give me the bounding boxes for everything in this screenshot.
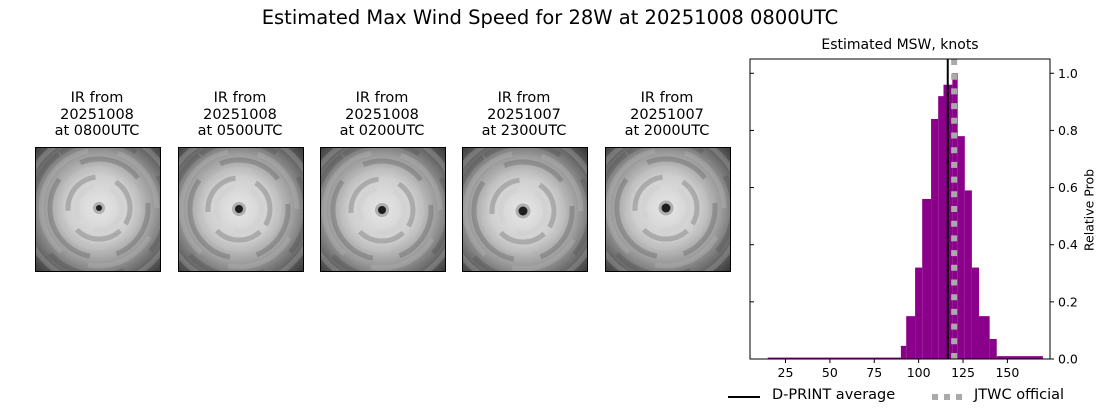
x-tick-label: 125 xyxy=(951,365,975,380)
x-tick-label: 75 xyxy=(866,365,882,380)
histogram-bar xyxy=(978,316,990,359)
ir-title-text: IR from 20251007 at 2300UTC xyxy=(481,90,567,139)
dotted-line-icon xyxy=(932,394,964,400)
histogram-bar xyxy=(931,119,939,359)
ir-panel-title: IR from 20251008 at 0200UTC xyxy=(312,90,452,140)
y-tick-label: 0.6 xyxy=(1058,180,1078,195)
histogram-bar xyxy=(952,73,958,360)
x-tick-label: 100 xyxy=(907,365,931,380)
ir-title-text: IR from 20251008 at 0500UTC xyxy=(197,90,283,139)
histogram-bar xyxy=(915,267,923,359)
solid-line-icon xyxy=(728,396,760,398)
histogram-bar xyxy=(906,316,916,359)
histogram-bar xyxy=(996,356,1043,359)
x-tick-label: 150 xyxy=(995,365,1019,380)
ir-satellite-image xyxy=(462,147,588,272)
histogram-bar xyxy=(957,136,965,359)
y-tick-label: 1.0 xyxy=(1058,66,1078,81)
histogram-bar xyxy=(767,357,901,359)
ir-title-text: IR from 20251008 at 0800UTC xyxy=(54,90,140,139)
ir-satellite-image xyxy=(178,147,304,272)
y-tick-label: 0.4 xyxy=(1058,237,1078,252)
ir-panel-title: IR from 20251008 at 0800UTC xyxy=(27,90,167,140)
typhoon-ir-image xyxy=(36,148,160,271)
figure-title: Estimated Max Wind Speed for 28W at 2025… xyxy=(261,6,839,29)
ir-title-text: IR from 20251007 at 2000UTC xyxy=(624,90,710,139)
legend-label-official: JTWC official xyxy=(974,387,1065,403)
histogram-bar xyxy=(938,96,944,360)
ir-satellite-image xyxy=(320,147,446,272)
histogram-bar xyxy=(900,345,907,359)
histogram-bar xyxy=(964,190,972,359)
ir-panel-title: IR from 20251007 at 2300UTC xyxy=(454,90,594,140)
ir-satellite-image xyxy=(605,147,731,272)
histogram-bar xyxy=(947,84,953,359)
y-tick-label: 0.0 xyxy=(1058,352,1078,367)
typhoon-ir-image xyxy=(463,148,587,271)
typhoon-ir-image xyxy=(179,148,303,271)
y-tick-label: 0.8 xyxy=(1058,123,1078,138)
plot-frame xyxy=(749,58,1051,360)
y-tick-label: 0.2 xyxy=(1058,294,1078,309)
histogram-bar xyxy=(943,84,948,359)
x-tick-label: 50 xyxy=(822,365,838,380)
typhoon-ir-image xyxy=(321,148,445,271)
typhoon-ir-image xyxy=(606,148,730,271)
histogram-bar xyxy=(922,199,932,359)
legend-label-mean: D-PRINT average xyxy=(772,387,896,403)
y-axis-label: Relative Prob xyxy=(1081,168,1097,252)
chart-title: Estimated MSW, knots xyxy=(821,37,979,53)
ir-panel-title: IR from 20251007 at 2000UTC xyxy=(597,90,737,140)
histogram-bar xyxy=(989,339,997,359)
histogram-bar xyxy=(971,267,979,359)
ir-satellite-image xyxy=(35,147,161,272)
x-tick-label: 25 xyxy=(778,365,794,380)
ir-panel-title: IR from 20251008 at 0500UTC xyxy=(170,90,310,140)
ir-title-text: IR from 20251008 at 0200UTC xyxy=(339,90,425,139)
